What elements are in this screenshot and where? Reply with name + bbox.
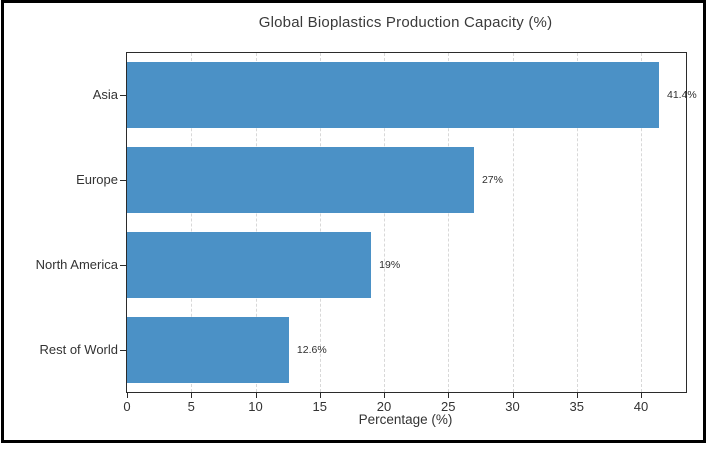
x-tick-label: 5 [187,399,195,414]
y-tick-mark [120,95,126,97]
x-tick-mark [384,392,385,398]
y-category-label: Rest of World [39,341,118,357]
x-tick-label: 15 [312,399,327,414]
bar-north-america [127,231,372,298]
y-category-label: North America [35,256,118,272]
x-tick-label: 25 [441,399,456,414]
x-axis-label: Percentage (%) [358,412,453,427]
gridline [576,53,578,392]
figure-frame: Global Bioplastics Production Capacity (… [1,0,706,443]
bar-rest-of-world [127,316,289,383]
chart-title: Global Bioplastics Production Capacity (… [258,14,553,31]
bar-value-label: 19% [379,258,401,271]
x-tick-mark [127,392,128,398]
x-tick-mark [448,392,450,398]
gridline [448,53,450,392]
x-tick-label: 0 [123,399,131,414]
gridline [319,53,321,392]
bar-europe [127,147,474,214]
y-tick-mark [120,180,126,182]
x-tick-label: 30 [505,399,520,414]
plot-area: 41.4% Asia 27% Europe 19% North America 12.6% R… [36,52,697,414]
gridline [641,53,643,392]
x-tick-mark [641,392,643,398]
y-tick-mark [120,264,126,266]
gridline [191,53,193,392]
gridline [255,53,257,392]
x-tick-mark [319,392,321,398]
x-tick-mark [576,392,578,398]
x-tick-mark [255,392,257,398]
bar-value-label: 41.4% [667,89,697,102]
x-tick-label: 10 [248,399,263,414]
gridline [512,53,514,392]
y-tick-mark [120,349,126,351]
x-tick-label: 20 [376,399,392,414]
x-tick-label: 40 [633,399,649,414]
y-category-label: Europe [76,172,118,188]
bar-asia [127,62,659,129]
bar-value-label: 12.6% [296,343,327,356]
x-tick-mark [191,392,193,398]
x-tick-label: 35 [569,399,584,414]
x-tick-mark [512,392,514,398]
y-category-label: Asia [92,87,118,103]
bar-value-label: 27% [481,174,503,187]
gridline [384,53,385,392]
